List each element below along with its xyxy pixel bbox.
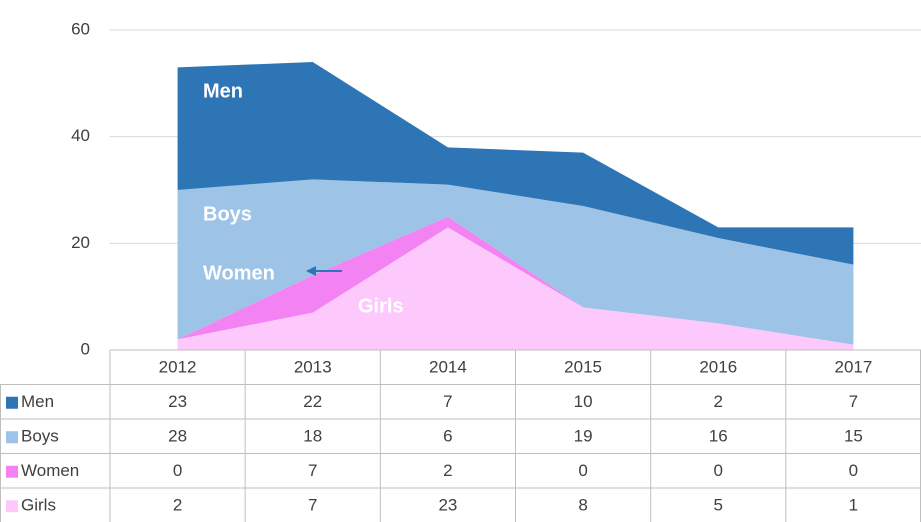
table-value: 18 <box>303 427 322 446</box>
x-tick-label: 2015 <box>564 358 602 377</box>
table-value: 6 <box>443 427 452 446</box>
y-tick-label: 40 <box>71 126 90 145</box>
legend-label: Girls <box>21 496 56 515</box>
table-value: 10 <box>574 392 593 411</box>
series-label: Girls <box>358 295 404 317</box>
area <box>177 179 854 345</box>
table-value: 19 <box>574 427 593 446</box>
table-value: 2 <box>714 392 723 411</box>
x-tick-label: 2017 <box>835 358 873 377</box>
table-value: 5 <box>714 496 723 515</box>
table-value: 28 <box>168 427 187 446</box>
y-tick-label: 60 <box>71 19 90 38</box>
area <box>177 216 854 345</box>
legend-swatch <box>6 431 18 444</box>
table-value: 0 <box>714 461 723 480</box>
series-label: Women <box>203 262 275 284</box>
table-value: 23 <box>168 392 187 411</box>
x-tick-label: 2012 <box>159 358 197 377</box>
table-value: 0 <box>578 461 587 480</box>
table-value: 23 <box>438 496 457 515</box>
legend-label: Men <box>21 392 54 411</box>
legend-label: Women <box>21 461 79 480</box>
series-label: Men <box>203 80 243 102</box>
legend-swatch <box>6 500 18 513</box>
legend-label: Boys <box>21 427 59 446</box>
areas <box>110 29 921 350</box>
table-value: 7 <box>308 496 317 515</box>
y-tick-label: 0 <box>81 339 90 358</box>
table-value: 0 <box>849 461 858 480</box>
table-value: 22 <box>303 392 322 411</box>
table-value: 16 <box>709 427 728 446</box>
y-tick-label: 20 <box>71 233 90 252</box>
x-tick-label: 2014 <box>429 358 467 377</box>
table-value: 1 <box>849 496 858 515</box>
table-value: 2 <box>173 496 182 515</box>
x-tick-label: 2016 <box>699 358 737 377</box>
table-value: 7 <box>849 392 858 411</box>
legend-swatch <box>6 465 18 478</box>
table-value: 15 <box>844 427 863 446</box>
legend-swatch <box>6 396 18 409</box>
table-value: 2 <box>443 461 452 480</box>
table-value: 7 <box>308 461 317 480</box>
series-label: Boys <box>203 203 252 225</box>
area <box>177 62 854 265</box>
arrow-head <box>306 266 316 276</box>
table-value: 0 <box>173 461 182 480</box>
table-value: 7 <box>443 392 452 411</box>
table-value: 8 <box>578 496 587 515</box>
area <box>177 227 854 350</box>
x-tick-label: 2013 <box>294 358 332 377</box>
